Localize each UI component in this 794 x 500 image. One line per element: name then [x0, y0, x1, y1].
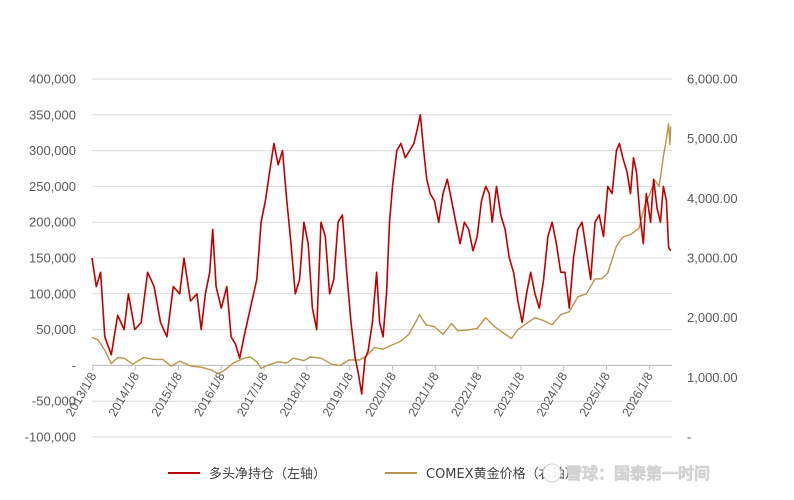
left-tick-label: 300,000: [29, 143, 76, 158]
right-tick-label: 3,000.00: [687, 251, 738, 266]
left-tick-label: -: [72, 358, 76, 373]
snowball-icon: [542, 463, 562, 483]
x-tick-label: 2020/1/8: [363, 370, 399, 419]
legend-label-gold-price: COMEX黄金价格（右轴）: [426, 466, 578, 482]
left-tick-label: -50,000: [32, 394, 76, 409]
x-tick-label: 2017/1/8: [234, 370, 270, 419]
legend-label-net-long: 多头净持仓（左轴）: [209, 466, 326, 482]
right-axis: 6,000.00 5,000.00 4,000.00 3,000.00 2,000.00…: [687, 72, 738, 445]
series-gold-price-line: [91, 123, 672, 375]
right-tick-label: 4,000.00: [687, 191, 738, 206]
right-tick-label: 1,000.00: [687, 370, 738, 385]
right-tick-label: 6,000.00: [687, 72, 738, 87]
x-tick-label: 2019/1/8: [320, 370, 356, 419]
legend-item-net-long: 多头净持仓（左轴）: [168, 466, 326, 482]
x-tick-label: 2016/1/8: [191, 370, 227, 419]
x-tick-label: 2023/1/8: [491, 370, 527, 419]
left-axis: 400,000 350,000 300,000 250,000 200,000 150,0…: [25, 72, 76, 445]
left-tick-label: 100,000: [29, 286, 76, 301]
x-axis: 2013/1/8 2014/1/8 2015/1/8 2016/1/8 2017/1/8…: [63, 364, 672, 419]
right-tick-label: 2,000.00: [687, 310, 738, 325]
watermark-text: 雪球：国泰第一时间: [566, 464, 710, 483]
left-tick-label: 400,000: [29, 72, 76, 87]
x-tick-label: 2026/1/8: [619, 370, 655, 419]
left-tick-label: 250,000: [29, 179, 76, 194]
series-layer: [91, 114, 672, 395]
x-tick-label: 2024/1/8: [534, 370, 570, 419]
series-net-long-line: [91, 114, 672, 395]
x-tick-label: 2021/1/8: [405, 370, 441, 419]
right-tick-label: 5,000.00: [687, 131, 738, 146]
x-tick-label: 2018/1/8: [277, 370, 313, 419]
x-tick-label: 2022/1/8: [448, 370, 484, 419]
left-tick-label: 50,000: [36, 322, 76, 337]
x-tick-label: 2014/1/8: [106, 370, 142, 419]
left-tick-label: 350,000: [29, 107, 76, 122]
x-tick-label: 2025/1/8: [577, 370, 613, 419]
watermark: 雪球：国泰第一时间: [542, 463, 710, 483]
left-tick-label: 150,000: [29, 251, 76, 266]
x-tick-label: 2015/1/8: [149, 370, 185, 419]
legend-item-gold-price: COMEX黄金价格（右轴）: [385, 466, 578, 482]
right-tick-label: -: [687, 430, 691, 445]
left-tick-label: 200,000: [29, 215, 76, 230]
legend: 多头净持仓（左轴） COMEX黄金价格（右轴）: [168, 466, 578, 482]
left-tick-label: -100,000: [25, 430, 76, 445]
